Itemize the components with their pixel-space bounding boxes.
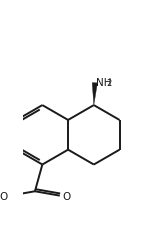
Text: NH: NH (96, 77, 112, 88)
Text: O: O (62, 191, 70, 201)
Text: O: O (0, 191, 8, 201)
Polygon shape (92, 83, 97, 106)
Text: 2: 2 (106, 79, 111, 88)
